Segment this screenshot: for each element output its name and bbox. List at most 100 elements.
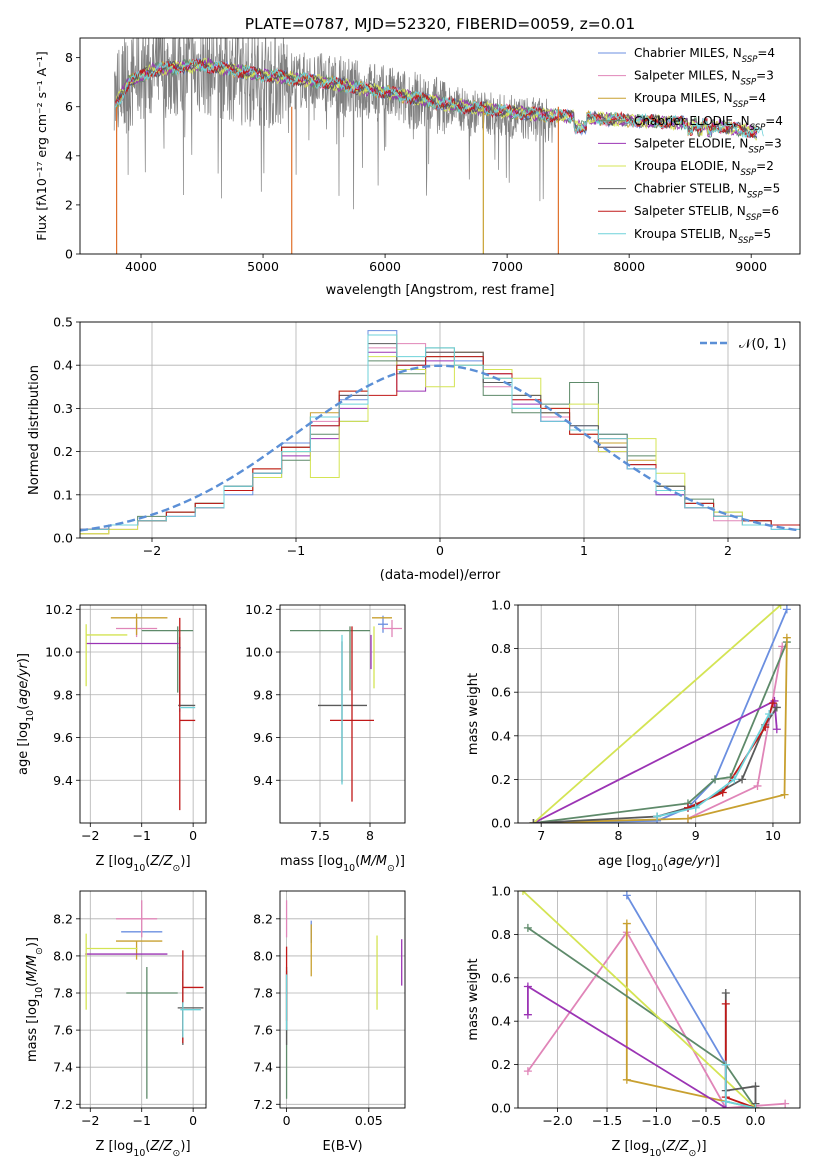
- axes-frame: [517, 604, 801, 824]
- x-tick-label: 10: [765, 828, 781, 843]
- y-tick-label: 0.8: [491, 641, 511, 656]
- label-part: ⊙: [173, 863, 181, 874]
- label-part: )]: [180, 1139, 190, 1154]
- weight-marker: [622, 1075, 631, 1084]
- weight-marker: [523, 982, 532, 991]
- label-part: Z [log: [95, 1139, 133, 1154]
- errorbar-point: [116, 940, 163, 960]
- label-part: Z: [679, 1139, 690, 1154]
- legend-text: =5: [763, 182, 781, 196]
- y-tick-label: 9.4: [253, 773, 273, 788]
- legend-sub: SSP: [741, 168, 757, 178]
- label-part: )]: [16, 653, 31, 663]
- plot-content: [290, 615, 402, 802]
- x-tick-label: −1.0: [641, 1113, 671, 1128]
- legend-text: Chabrier STELIB, N: [634, 182, 747, 196]
- x-axis-label: (data-model)/error: [380, 568, 501, 583]
- weight-marker: [711, 775, 720, 784]
- label-part: (0, 1): [751, 337, 786, 352]
- legend-label: Kroupa STELIB, NSSP=5: [634, 227, 771, 246]
- label-part: /: [25, 965, 40, 972]
- label-part: (: [16, 705, 31, 710]
- y-tick-label: 8.0: [53, 948, 73, 963]
- legend-text: Kroupa ELODIE, N: [634, 159, 741, 173]
- label-part: Z: [149, 854, 160, 869]
- y-tick-label: 0.2: [53, 444, 73, 459]
- x-axis-label: age [log10(age/yr)]: [598, 854, 720, 874]
- y-tick-label: 8.2: [53, 911, 73, 926]
- y-tick-label: 0.0: [53, 531, 73, 546]
- x-tick-label: −1: [132, 1113, 150, 1128]
- x-tick-label: −2: [81, 1113, 99, 1128]
- y-axis-label: Flux [fλ10⁻¹⁷ erg cm⁻² s⁻¹ A⁻¹]: [34, 51, 49, 240]
- errorbar-point: [116, 900, 158, 938]
- errorbar-point: [110, 613, 168, 635]
- label-part: 10: [343, 863, 355, 874]
- x-tick-label: −2: [143, 543, 161, 558]
- label-part: /: [158, 1139, 165, 1154]
- errorbar-point: [378, 615, 388, 633]
- legend-text: Salpeter MILES, N: [634, 69, 741, 83]
- label-part: (: [145, 1139, 150, 1154]
- x-tick-label: 9: [692, 828, 700, 843]
- label-part: M: [25, 955, 40, 966]
- weight-marker: [721, 988, 730, 997]
- x-tick-label: −0.5: [691, 1113, 721, 1128]
- mass-vs-extinction-panel: 0 0.05 7.2 7.4 7.6 7.8 8.0 8.2 E(B-V): [253, 890, 406, 1154]
- x-axis-label: Z [log10(Z/Z⊙)]: [611, 1139, 706, 1159]
- y-tick-label: 7.6: [253, 1023, 273, 1038]
- y-axis-label: mass weight: [466, 958, 481, 1040]
- weight-line: [656, 713, 770, 818]
- legend-text: =3: [764, 136, 782, 150]
- label-part: 10: [133, 863, 145, 874]
- y-tick-label: 7.4: [253, 1060, 273, 1075]
- legend-sub: SSP: [750, 123, 766, 133]
- label-part: 10: [651, 863, 663, 874]
- y-tick-label: 6: [65, 99, 73, 114]
- plot-content: [80, 330, 800, 538]
- model-spectrum-line: [115, 58, 764, 139]
- age-vs-metallicity-panel: −2 −1 09.49.69.810.010.2Z [log10(Z/Z⊙)]age…: [16, 602, 207, 874]
- x-tick-label: −2: [81, 828, 99, 843]
- weight-marker: [518, 891, 527, 895]
- errorbar-point: [126, 967, 178, 1099]
- y-tick-label: 7.8: [53, 986, 73, 1001]
- weight-marker: [776, 605, 785, 609]
- y-tick-label: 9.8: [253, 687, 273, 702]
- label-part: E(B-V): [322, 1139, 362, 1154]
- plot-content: [285, 900, 403, 1099]
- weight-line: [522, 891, 757, 1108]
- label-part: ⊙: [34, 947, 45, 955]
- y-tick-label: 0.6: [491, 685, 511, 700]
- axes-frame: [79, 321, 801, 539]
- weight-marker: [781, 1099, 790, 1108]
- label-part: 10: [25, 710, 36, 722]
- weight-marker: [721, 1097, 730, 1106]
- axes-frame: [79, 37, 801, 255]
- label-part: Z: [163, 854, 174, 869]
- label-part: /: [158, 854, 165, 869]
- label-part: (: [663, 854, 668, 869]
- x-tick-label: 6000: [369, 259, 401, 274]
- y-tick-label: 0.4: [491, 1014, 511, 1029]
- label-part: /: [370, 854, 377, 869]
- x-axis-label: wavelength [Angstrom, rest frame]: [326, 283, 555, 298]
- y-tick-label: 0.0: [491, 816, 511, 831]
- label-part: Z: [163, 1139, 174, 1154]
- label-part: Z: [149, 1139, 160, 1154]
- legend-label: Chabrier STELIB, NSSP=5: [634, 182, 780, 201]
- label-part: M: [376, 854, 387, 869]
- y-tick-label: 7.4: [53, 1060, 73, 1075]
- x-tick-label: 2: [724, 543, 732, 558]
- legend-text: =4: [748, 91, 766, 105]
- label-part: ⊙: [689, 1148, 697, 1159]
- y-tick-label: 0.8: [491, 927, 511, 942]
- weight-marker: [772, 703, 781, 712]
- label-part: mass [log: [280, 854, 343, 869]
- y-tick-label: 10.2: [45, 602, 73, 617]
- y-tick-label: 1.0: [491, 598, 511, 613]
- errorbar-point: [179, 617, 196, 811]
- y-tick-label: 7.2: [53, 1097, 73, 1112]
- x-tick-label: −1.5: [592, 1113, 622, 1128]
